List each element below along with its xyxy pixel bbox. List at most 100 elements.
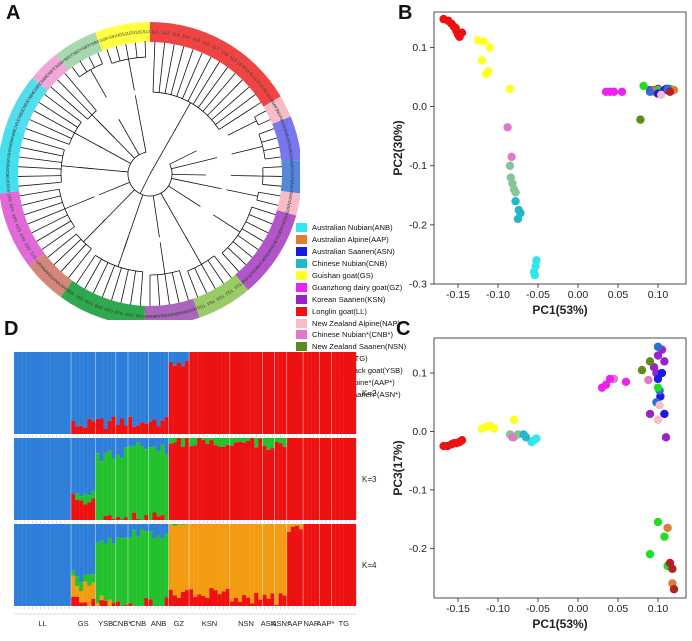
y-tick-label: 0.0 (412, 426, 427, 438)
tree-branch (94, 255, 96, 257)
tree-leaf-label: ANB3 (5, 160, 11, 172)
tree-branch (237, 234, 252, 245)
ancestry-bar-segment (290, 526, 296, 606)
tree-branch (193, 61, 220, 104)
tree-leaf-label: AAP3 (289, 182, 295, 194)
ancestry-bar-segment (225, 524, 230, 589)
tree-leaf-label: CNB3 (20, 99, 30, 112)
ancestry-bar-segment (242, 438, 247, 443)
legend-item: Korean Saanen(KSN) (296, 293, 436, 305)
tree-branch (252, 224, 269, 234)
ancestry-bar-segment (311, 438, 316, 520)
ancestry-bar-segment (180, 591, 186, 606)
ancestry-bar-segment (99, 540, 104, 596)
tree-leaf-label: ANB1 (5, 181, 11, 193)
ancestry-bar-segment (91, 352, 96, 422)
data-point-gs (479, 37, 488, 46)
tree-branch (195, 270, 208, 294)
tree-leaf-label: AAP7 (34, 258, 45, 270)
ancestry-bar-segment (180, 524, 186, 526)
ancestry-bar-segment (303, 438, 308, 520)
tree-branch (227, 120, 257, 136)
ancestry-bar-segment (351, 352, 357, 434)
ancestry-bar-segment (136, 518, 141, 520)
tree-branch (254, 110, 267, 118)
ancestry-bar-segment (270, 448, 275, 520)
tree-branch (74, 125, 78, 128)
tree-branch (174, 102, 191, 131)
ancestry-bar-segment (274, 604, 279, 606)
tree-branch (78, 166, 129, 173)
tree-branch (38, 102, 76, 127)
ancestry-bar-segment (193, 524, 198, 597)
tree-branch (61, 208, 65, 211)
ancestry-bar-segment (79, 500, 84, 520)
tree-leaf-label: CNB1 (12, 118, 21, 131)
ancestry-bar-segment (144, 352, 149, 424)
ancestry-bar-segment (343, 438, 349, 520)
group-label: CNB (130, 619, 146, 628)
ancestry-bar-segment (233, 352, 239, 434)
tree-branch (168, 185, 201, 207)
ancestry-bar-segment (315, 438, 320, 520)
ancestry-bar-segment (270, 593, 275, 606)
ancestry-bar-segment (205, 524, 210, 598)
tree-leaf-label: GS5 (93, 303, 103, 311)
ancestry-bar-segment (233, 597, 239, 606)
clade-segment-asn (272, 116, 300, 162)
ancestry-bar-segment (176, 524, 182, 598)
ancestry-bar-segment (176, 524, 182, 525)
tree-branch (165, 281, 170, 305)
ancestry-bar-segment (111, 416, 116, 434)
legend-swatch (296, 282, 307, 292)
tree-branch (207, 260, 216, 272)
tree-branch (84, 264, 99, 289)
tree-branch (139, 173, 151, 194)
ancestry-bar-segment (152, 524, 157, 539)
tree-branch (254, 116, 259, 126)
pca-pc1-pc2-chart: -0.15 -0.10 -0.05 0.00 0.05 0.10 0.1 0.0 -0.1 -0.… (392, 11, 687, 317)
tree-branch (267, 156, 281, 160)
tree-branch (171, 178, 222, 190)
panel-label-b: B (398, 2, 413, 24)
tree-branch (258, 128, 275, 135)
x-tick-label: 0.00 (568, 603, 589, 615)
data-point-gz (609, 87, 619, 97)
plot-frame (433, 11, 687, 285)
tree-branch (174, 285, 180, 303)
tree-branch (160, 42, 166, 80)
tree-leaf-label: LL4 (182, 33, 191, 40)
tree-leaf-label: ANB6 (9, 128, 17, 141)
ancestry-bar-segment (156, 516, 161, 520)
data-point-nsn (636, 115, 645, 124)
tree-branch (111, 270, 121, 301)
tree-leaf-label: YSB1 (60, 53, 72, 64)
ancestry-bar-segment (79, 582, 84, 592)
ancestry-bar-segment (132, 438, 137, 446)
ancestry-bar-segment (339, 352, 344, 434)
tree-branch (36, 227, 60, 242)
tree-branch (170, 91, 173, 95)
tree-leaf-label: GS13 (139, 29, 151, 34)
ancestry-bar-segment (164, 352, 169, 417)
ancestry-bar-segment (62, 352, 68, 434)
y-tick-label: 0.0 (412, 101, 427, 113)
ancestry-bar-segment (237, 524, 243, 602)
tree-branch (139, 271, 144, 306)
group-label: ANB (151, 619, 166, 628)
ancestry-bar-segment (282, 438, 287, 447)
ancestry-bar-segment (221, 438, 226, 447)
ancestry-bar-segment (111, 543, 116, 604)
ancestry-bar-segment (254, 352, 259, 434)
tree-leaf-label: ANB5 (7, 139, 14, 151)
ancestry-bar-segment (79, 496, 84, 501)
tree-leaf-label: TG5 (196, 303, 206, 311)
legend-swatch (296, 330, 307, 340)
ancestry-bar-segment (95, 603, 100, 606)
ancestry-bar-segment (343, 352, 349, 434)
ancestry-bar-segment (144, 449, 149, 515)
ancestry-bar-segment (294, 525, 300, 606)
tree-branch (31, 218, 61, 234)
ancestry-bar-segment (75, 524, 80, 577)
ancestry-bar-segment (209, 352, 214, 434)
